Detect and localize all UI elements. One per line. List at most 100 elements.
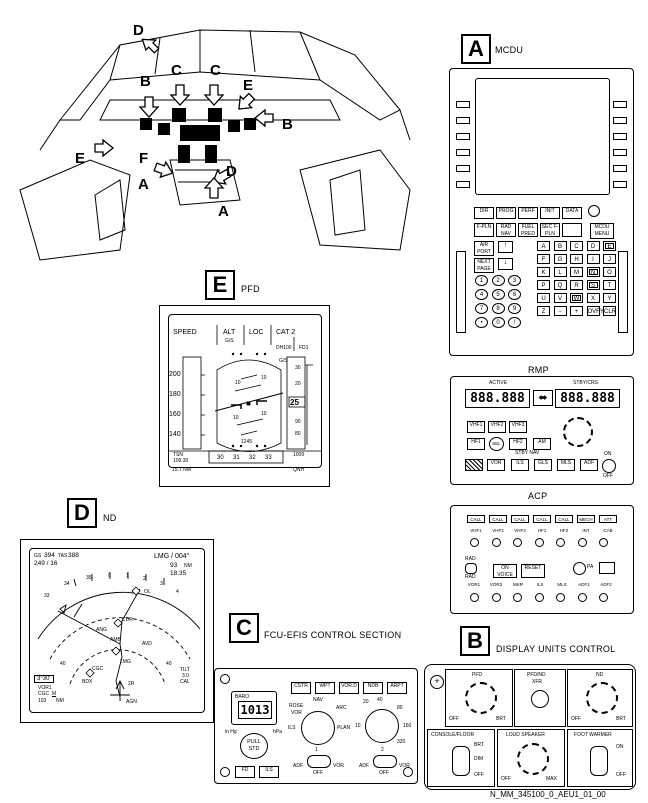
mcdu-key-secfpln[interactable]: SEC F-PLN (540, 223, 560, 237)
fcu-adf-vor-2-switch[interactable] (373, 755, 397, 768)
acp-call-keys[interactable]: CALL CALL CALL CALL CALL MECH ATT (467, 515, 617, 523)
duc-console-switch[interactable] (452, 746, 470, 776)
acp-call-key-3[interactable]: CALL (533, 515, 551, 523)
rmp-key-gls[interactable]: GLS (534, 459, 552, 471)
mcdu-key-dir[interactable]: DIR (474, 207, 494, 219)
mcdu-key-x[interactable]: X (586, 293, 600, 303)
mcdu-key-o[interactable]: O (603, 267, 616, 277)
mcdu-key-num-6[interactable]: 7 (475, 303, 488, 314)
mcdu-key-airport[interactable]: AIR PORT (474, 241, 494, 256)
acp-row1-knob-0[interactable] (470, 538, 479, 547)
fcu-cstr-button[interactable]: CSTR (291, 682, 311, 694)
mcdu-key-menu[interactable]: MCDU MENU (590, 223, 614, 239)
acp-row1-knob-6[interactable] (599, 538, 608, 547)
acp-call-key-5[interactable]: MECH (577, 515, 595, 523)
acp-call-key-1[interactable]: CALL (489, 515, 507, 523)
mcdu-key-y[interactable]: Y (603, 293, 616, 303)
mcdu-key-p[interactable]: P (537, 280, 550, 290)
rmp-key-vhf3[interactable]: VHF3 (509, 421, 527, 433)
mcdu-key-m[interactable]: M (570, 267, 583, 277)
fcu-wpt-button[interactable]: WPT (315, 682, 335, 694)
acp-call-key-0[interactable]: CALL (467, 515, 485, 523)
mcdu-key-num-2[interactable]: 3 (508, 275, 521, 286)
mcdu-key-init[interactable]: INIT (540, 207, 560, 219)
acp-row2-knob-1[interactable] (491, 593, 501, 602)
fcu-ndb-button[interactable]: NDB (363, 682, 383, 694)
mcdu-key-w[interactable]: W (570, 293, 583, 303)
mcdu-key-ovfy[interactable]: OVFY (586, 306, 604, 316)
mcdu-key-prog[interactable]: PROG (496, 207, 516, 219)
acp-row1-knob-2[interactable] (513, 538, 522, 547)
mcdu-key-num-0[interactable]: 1 (475, 275, 488, 286)
duc-pfd-brightness-knob[interactable] (465, 682, 497, 714)
mcdu-key-num-8[interactable]: 9 (508, 303, 521, 314)
mcdu-key-clr[interactable]: CLR (603, 306, 616, 316)
rmp-key-am[interactable]: AM (533, 438, 551, 450)
fcu-nd-mode-selector[interactable] (301, 711, 335, 745)
mcdu-key-q[interactable]: Q (553, 280, 567, 290)
mcdu-key-n[interactable]: N (586, 267, 600, 277)
mcdu-alpha-keys[interactable]: A B C D E F G H I J K L M N O P Q R S T U V W X Y Z − + OVFY CLR (537, 241, 619, 316)
acp-call-key-4[interactable]: CALL (555, 515, 573, 523)
mcdu-key-down[interactable]: ↓ (498, 258, 513, 270)
mcdu-key-b[interactable]: B (553, 241, 567, 251)
acp-row2-knob-3[interactable] (534, 593, 544, 602)
mcdu-key-plus[interactable]: + (570, 306, 583, 316)
rmp-power-switch[interactable] (602, 459, 616, 473)
mcdu-key-k[interactable]: K (537, 267, 550, 277)
mcdu-key-u[interactable]: U (537, 293, 550, 303)
fcu-fd-button[interactable]: FD (235, 766, 255, 778)
rmp-key-mls[interactable]: MLS (557, 459, 575, 471)
mcdu-key-z[interactable]: Z (537, 306, 550, 316)
duc-loudspeaker-knob[interactable] (517, 743, 549, 775)
acp-row2-knob-5[interactable] (577, 593, 587, 602)
rmp-key-vhf2[interactable]: VHF2 (488, 421, 506, 433)
mcdu-key-h[interactable]: H (570, 254, 583, 264)
rmp-key-sel[interactable]: SEL (489, 437, 504, 451)
acp-row1-knob-4[interactable] (556, 538, 565, 547)
mcdu-key-radnav[interactable]: RAD NAV (496, 223, 516, 237)
acp-row2-knobs[interactable] (470, 593, 608, 602)
mcdu-key-fuelpred[interactable]: FUEL PRED (518, 223, 538, 237)
fcu-ils-button[interactable]: ILS (259, 766, 279, 778)
mcdu-key-num-1[interactable]: 2 (491, 275, 505, 286)
rmp-key-hf2[interactable]: HF2 (509, 438, 527, 450)
acp-call-key-6[interactable]: ATT (599, 515, 617, 523)
mcdu-key-num-5[interactable]: 6 (508, 289, 521, 300)
mcdu-key-num-7[interactable]: 8 (491, 303, 505, 314)
mcdu-lsk-right[interactable] (613, 101, 627, 188)
rmp-key-ils[interactable]: ILS (511, 459, 529, 471)
acp-row1-knobs[interactable] (470, 538, 608, 547)
mcdu-key-e[interactable]: E (603, 241, 616, 251)
acp-rad-switch[interactable] (465, 563, 477, 574)
mcdu-key-perf[interactable]: PERF (518, 207, 538, 219)
mcdu-key-num-11[interactable]: / (508, 317, 521, 328)
mcdu-key-fpln[interactable]: F-PLN (474, 223, 494, 237)
rmp-key-vor[interactable]: VOR (487, 459, 505, 471)
mcdu-key-minus[interactable]: − (553, 306, 567, 316)
fcu-arpt-button[interactable]: ARPT (387, 682, 407, 694)
mcdu-key-s[interactable]: S (586, 280, 600, 290)
acp-row1-knob-5[interactable] (577, 538, 587, 547)
fcu-vord-button[interactable]: VOR.D (339, 682, 359, 694)
mcdu-key-f[interactable]: F (537, 254, 550, 264)
mcdu-brt-knob[interactable] (588, 205, 600, 217)
mcdu-key-data[interactable]: DATA (562, 207, 582, 219)
mcdu-key-r[interactable]: R (570, 280, 583, 290)
mcdu-key-g[interactable]: G (553, 254, 567, 264)
rmp-transfer-button[interactable]: ⬌ (533, 390, 553, 406)
rmp-key-nav[interactable] (465, 459, 483, 471)
fcu-nd-range-selector[interactable] (365, 709, 399, 743)
mcdu-lsk-left[interactable] (456, 101, 470, 188)
acp-call-key-2[interactable]: CALL (511, 515, 529, 523)
acp-row2-knob-0[interactable] (470, 593, 479, 602)
rmp-key-adf[interactable]: ADF (580, 459, 598, 471)
duc-nd-brightness-knob[interactable] (586, 682, 618, 714)
acp-row2-knob-6[interactable] (599, 593, 608, 602)
mcdu-key-d[interactable]: D (586, 241, 600, 251)
mcdu-key-a[interactable]: A (537, 241, 550, 251)
rmp-key-vhf1[interactable]: VHF1 (467, 421, 485, 433)
acp-row1-knob-3[interactable] (534, 538, 544, 547)
acp-pa-knob[interactable] (573, 562, 586, 575)
mcdu-key-num-9[interactable]: • (475, 317, 488, 328)
